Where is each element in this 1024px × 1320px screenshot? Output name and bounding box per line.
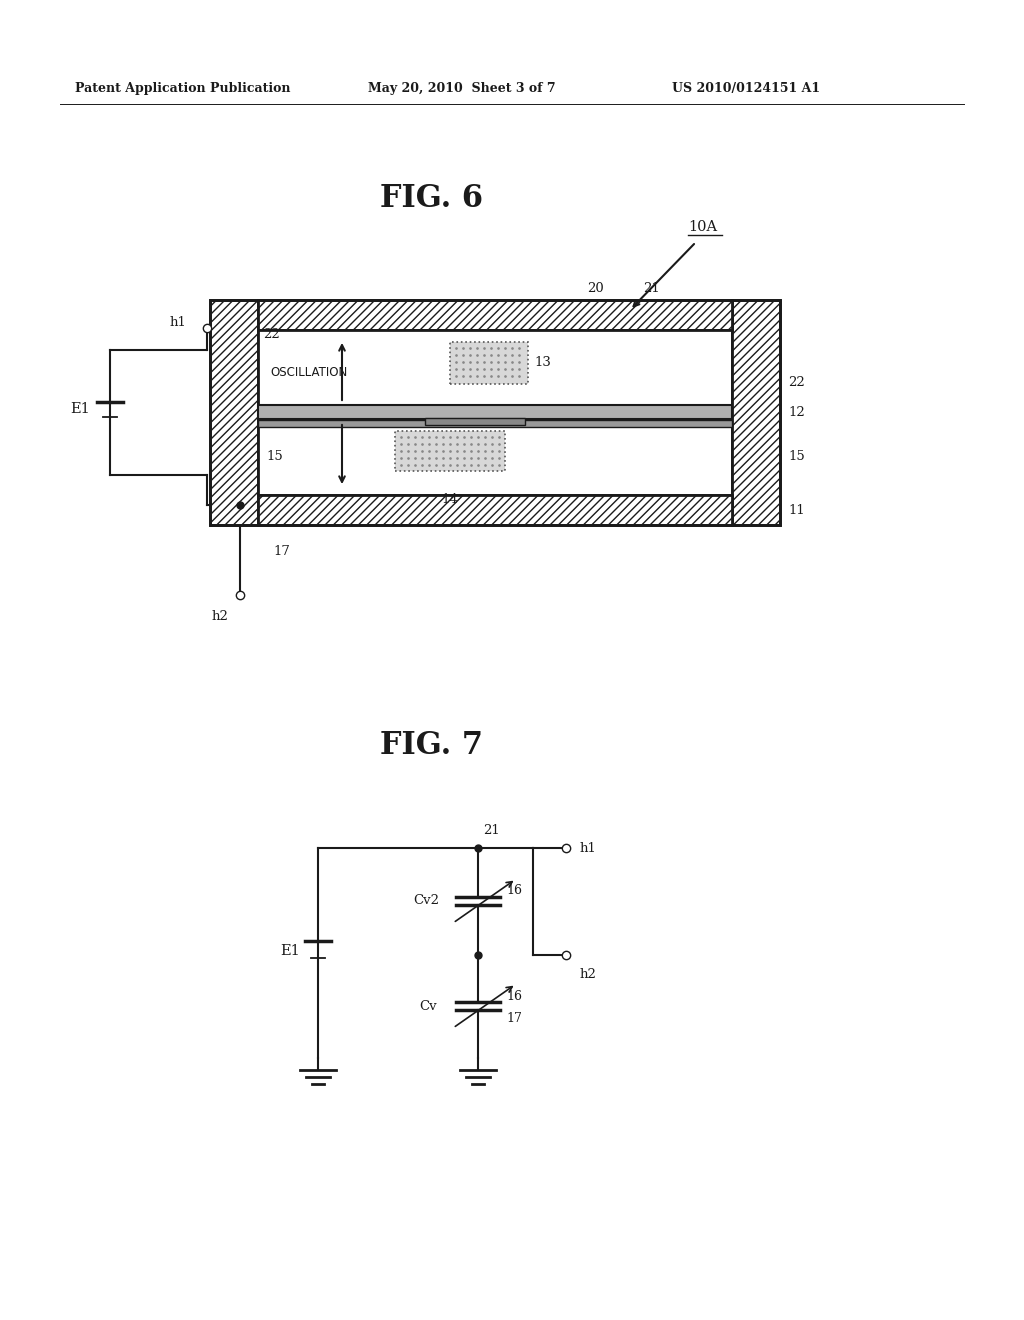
Text: 13: 13 <box>534 356 551 370</box>
Text: 17: 17 <box>273 545 291 558</box>
Text: 16: 16 <box>506 990 522 1002</box>
Text: 12: 12 <box>788 405 805 418</box>
Text: FIG. 6: FIG. 6 <box>381 183 483 214</box>
Text: 22: 22 <box>263 327 280 341</box>
Text: h1: h1 <box>170 315 186 329</box>
Text: E1: E1 <box>281 944 300 958</box>
Text: 14: 14 <box>441 492 459 506</box>
Text: May 20, 2010  Sheet 3 of 7: May 20, 2010 Sheet 3 of 7 <box>368 82 556 95</box>
Bar <box>258 418 732 495</box>
Text: 16: 16 <box>506 884 522 898</box>
Text: 17: 17 <box>506 1011 522 1024</box>
Bar <box>258 330 732 405</box>
Bar <box>210 300 258 525</box>
Text: 16: 16 <box>455 434 472 447</box>
Text: 15: 15 <box>266 450 283 463</box>
Bar <box>258 418 732 495</box>
Text: E1: E1 <box>70 403 90 416</box>
Text: 11: 11 <box>788 503 805 516</box>
Text: h1: h1 <box>580 842 597 854</box>
Bar <box>210 300 780 525</box>
Bar <box>450 342 528 384</box>
Bar <box>210 300 258 525</box>
Text: Cv: Cv <box>419 999 437 1012</box>
Bar <box>258 495 732 525</box>
Text: FIG. 7: FIG. 7 <box>381 730 483 762</box>
Bar <box>258 495 732 525</box>
Text: 21: 21 <box>483 824 500 837</box>
Text: h2: h2 <box>212 610 228 623</box>
Text: US 2010/0124151 A1: US 2010/0124151 A1 <box>672 82 820 95</box>
Bar <box>395 432 505 471</box>
Text: 10A: 10A <box>688 220 717 234</box>
Text: Patent Application Publication: Patent Application Publication <box>75 82 291 95</box>
Bar <box>258 405 732 418</box>
Bar <box>258 300 732 330</box>
Text: 22: 22 <box>788 375 805 388</box>
Bar <box>732 300 780 525</box>
Bar <box>732 300 780 525</box>
Text: Cv2: Cv2 <box>413 895 439 908</box>
Bar <box>425 418 525 425</box>
Text: 20: 20 <box>587 282 603 294</box>
Text: h2: h2 <box>580 969 597 982</box>
Text: 15: 15 <box>788 450 805 463</box>
Bar <box>258 330 732 405</box>
Bar <box>258 300 732 330</box>
Text: OSCILLATION: OSCILLATION <box>270 366 347 379</box>
Bar <box>258 420 732 426</box>
Text: 21: 21 <box>644 282 660 294</box>
